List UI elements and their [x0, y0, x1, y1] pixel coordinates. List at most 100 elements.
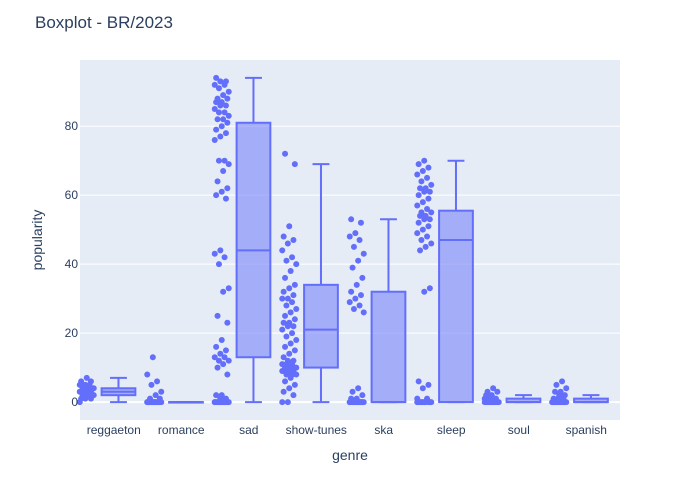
data-point	[494, 388, 501, 395]
box-group-reggaeton	[76, 374, 137, 406]
data-point	[279, 361, 286, 368]
data-point	[355, 385, 362, 392]
data-point	[215, 85, 222, 92]
data-point	[224, 185, 231, 192]
data-point	[419, 385, 426, 392]
data-point	[221, 109, 228, 116]
data-point	[428, 209, 435, 216]
data-point	[211, 81, 218, 88]
data-point	[217, 133, 224, 140]
data-point	[211, 354, 218, 361]
data-point	[87, 378, 94, 385]
data-point	[290, 237, 297, 243]
data-point	[221, 254, 228, 261]
data-point	[424, 233, 431, 240]
data-point	[291, 161, 298, 168]
data-point	[350, 243, 357, 250]
data-point	[346, 233, 353, 240]
data-point	[422, 185, 429, 192]
data-point	[414, 395, 421, 402]
data-point	[213, 192, 220, 199]
data-point	[222, 78, 229, 85]
data-point	[218, 337, 225, 343]
data-point	[152, 392, 159, 399]
chart-title: Boxplot - BR/2023	[35, 13, 173, 32]
data-point	[151, 399, 158, 406]
y-tick-labels: 0 20 40 60 80	[65, 119, 79, 409]
data-point	[215, 157, 222, 164]
data-point	[279, 247, 286, 254]
data-point	[421, 288, 428, 295]
data-point	[415, 161, 422, 168]
box-iqr	[303, 283, 339, 369]
data-point	[563, 385, 570, 392]
data-point	[492, 395, 499, 402]
data-point	[218, 123, 225, 130]
x-axis-title: genre	[332, 447, 368, 463]
data-point	[287, 268, 294, 275]
data-point	[222, 347, 229, 354]
data-point	[286, 285, 293, 292]
data-point	[147, 395, 154, 402]
data-point	[214, 312, 221, 319]
plot-background	[80, 60, 620, 420]
data-point	[220, 92, 227, 99]
data-point	[426, 188, 433, 195]
x-tick-label: spanish	[566, 423, 607, 437]
x-tick-label: sleep	[437, 423, 466, 437]
data-point	[289, 299, 296, 306]
data-point	[418, 178, 425, 185]
data-point	[414, 171, 421, 178]
data-point	[290, 292, 297, 299]
data-point	[359, 274, 366, 281]
data-point	[225, 285, 232, 292]
data-point	[284, 399, 291, 406]
data-point	[280, 288, 287, 295]
data-point	[415, 219, 422, 226]
data-point	[211, 250, 218, 257]
y-tick-label: 0	[71, 395, 78, 409]
data-point	[282, 343, 289, 350]
box-group-ska	[346, 216, 407, 406]
data-point	[561, 392, 568, 399]
box-group-spanish	[549, 378, 609, 406]
data-point	[360, 250, 367, 257]
data-point	[352, 230, 359, 237]
data-point	[424, 205, 431, 212]
data-point	[213, 74, 220, 81]
y-tick-label: 40	[65, 257, 79, 271]
data-point	[224, 371, 231, 378]
data-point	[90, 385, 97, 392]
data-point	[357, 219, 364, 226]
data-point	[211, 137, 218, 143]
data-point	[484, 388, 491, 395]
data-point	[218, 99, 225, 106]
data-point	[360, 309, 367, 316]
data-point	[414, 230, 421, 237]
data-point	[154, 378, 161, 385]
data-point	[418, 209, 425, 216]
box-iqr	[370, 290, 407, 404]
data-point	[353, 281, 360, 288]
data-point	[156, 395, 163, 402]
data-point	[426, 285, 433, 292]
data-point	[215, 357, 222, 364]
data-point	[218, 188, 225, 195]
data-point	[355, 257, 362, 264]
data-point	[293, 364, 300, 371]
data-point	[350, 305, 357, 312]
data-point	[291, 381, 298, 388]
data-point	[280, 388, 287, 395]
data-point	[291, 316, 298, 323]
data-point	[419, 226, 426, 233]
box-group-show-tunes	[279, 150, 339, 406]
data-point	[428, 240, 435, 247]
x-tick-label: sad	[239, 423, 258, 437]
data-point	[553, 381, 560, 388]
data-point	[279, 326, 286, 333]
data-point	[224, 95, 231, 102]
data-point	[357, 399, 364, 406]
data-point	[417, 185, 424, 192]
x-tick-label: reggaeton	[87, 423, 141, 437]
